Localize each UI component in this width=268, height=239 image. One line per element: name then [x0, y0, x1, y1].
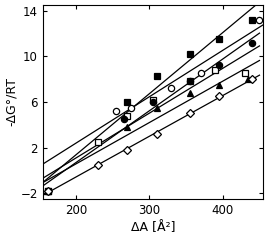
- Y-axis label: -ΔG°/RT: -ΔG°/RT: [5, 77, 18, 126]
- X-axis label: ΔA [Å²]: ΔA [Å²]: [131, 221, 175, 234]
